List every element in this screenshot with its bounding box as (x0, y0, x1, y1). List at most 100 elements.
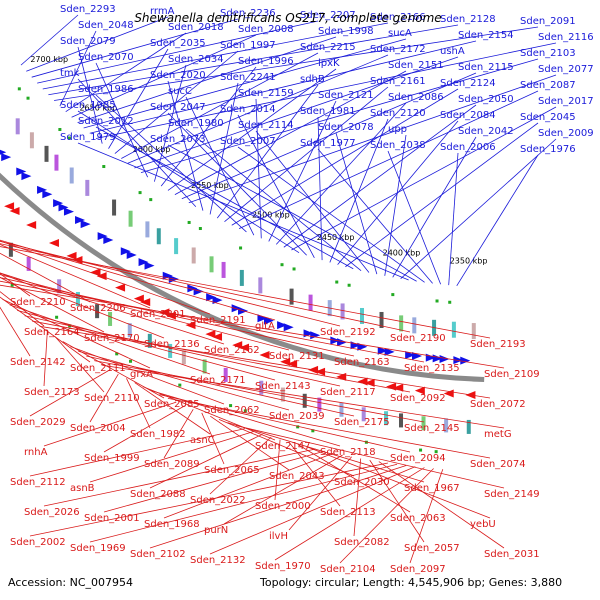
bottom-gene-label: Sden_2132 (190, 555, 246, 566)
bottom-label-line (89, 463, 398, 543)
gene-feature-box (8, 242, 13, 257)
gene-feature-box (191, 247, 196, 264)
top-label-line (387, 150, 442, 285)
bottom-gene-label: Sden_2102 (130, 549, 186, 560)
gene-feature-box (258, 277, 263, 294)
bottom-gene-label: Sden_2113 (320, 507, 376, 518)
gc-marker (138, 191, 142, 195)
bottom-label-line (0, 246, 491, 339)
gc-marker (280, 263, 284, 267)
bottom-gene-label: Sden_2206 (70, 303, 126, 314)
gene-feature-box (379, 311, 384, 328)
bottom-label-line (89, 373, 119, 423)
gc-marker (229, 404, 233, 408)
top-gene-label: Sden_1981 (300, 106, 356, 117)
gc-marker (67, 136, 71, 140)
top-gene-label: Sden_2154 (458, 30, 514, 41)
gene-feature-box (29, 132, 34, 149)
forward-gene-arrow (75, 216, 86, 225)
gene-feature-box (223, 367, 228, 382)
bottom-label-line (274, 439, 281, 501)
top-gene-label: Sden_2116 (538, 32, 594, 43)
kbp-tick-label: 2600 kbp (133, 145, 171, 154)
top-gene-label: Sden_2017 (538, 96, 594, 107)
top-gene-label: Sden_1979 (60, 132, 116, 143)
bottom-label-line (236, 425, 505, 489)
gene-feature-box (75, 291, 80, 306)
reverse-gene-arrow (315, 367, 326, 376)
top-gene-label: Sden_2073 (150, 134, 206, 145)
forward-gene-arrow (138, 258, 149, 267)
forward-gene-arrow (231, 304, 242, 313)
gene-feature-box (145, 221, 150, 238)
top-label-line (238, 90, 539, 230)
bottom-gene-label: Sden_1968 (144, 519, 200, 530)
gene-feature-box (221, 261, 226, 278)
gene-feature-box (259, 380, 264, 395)
bottom-gene-label: ilvH (269, 531, 288, 542)
gene-feature-box (399, 315, 404, 332)
top-gene-label: Sden_2236 (220, 8, 276, 19)
top-gene-label: Sden_2241 (220, 72, 276, 83)
forward-gene-arrow (37, 185, 48, 194)
reverse-gene-arrow (287, 359, 298, 368)
top-gene-label: rrmA (150, 6, 175, 17)
bottom-gene-label: Sden_1969 (70, 543, 126, 554)
top-label-line (448, 152, 459, 286)
reverse-gene-arrow (140, 298, 151, 307)
bottom-gene-label: Sden_2164 (24, 327, 80, 338)
gc-marker (102, 165, 106, 169)
top-gene-label: Sden_1997 (220, 40, 276, 51)
bottom-gene-label: Sden_2097 (390, 564, 446, 575)
reverse-gene-arrow (185, 321, 196, 330)
gc-marker (335, 280, 339, 284)
forward-gene-arrow (405, 351, 416, 360)
bottom-label-line (0, 274, 290, 351)
gc-marker (448, 300, 452, 304)
bottom-gene-label: Sden_2026 (24, 507, 80, 518)
top-gene-label: sucA (388, 28, 412, 39)
bottom-label-line (167, 398, 491, 459)
bottom-label-line (78, 350, 290, 411)
reverse-gene-arrow (239, 343, 250, 352)
top-label-line (37, 20, 319, 84)
bottom-label-line (126, 378, 151, 429)
top-gene-label: Sden_2086 (388, 92, 444, 103)
top-gene-label: Sden_2020 (150, 70, 206, 81)
bottom-label-line (0, 280, 425, 363)
forward-gene-arrow (187, 284, 198, 293)
reverse-gene-arrow (280, 357, 291, 366)
bottom-gene-label: Sden_2136 (144, 339, 200, 350)
top-label-line (275, 102, 407, 245)
kbp-tick-label: 2450 kbp (317, 233, 355, 242)
kbp-tick-label: 2650 kbp (79, 103, 117, 112)
gc-marker (292, 267, 296, 271)
bottom-gene-label: Sden_2072 (470, 399, 526, 410)
bottom-gene-label: Sden_2163 (334, 357, 390, 368)
bottom-gene-label: Sden_2142 (10, 357, 66, 368)
bottom-label-line (218, 419, 355, 477)
top-gene-label: Sden_2034 (168, 54, 224, 65)
bottom-gene-label: Sden_2074 (470, 459, 526, 470)
gc-marker (178, 383, 182, 387)
bottom-label-line (378, 461, 505, 549)
bottom-gene-label: Sden_2210 (10, 297, 66, 308)
bottom-gene-label: Sden_2082 (334, 537, 390, 548)
top-label-line (42, 22, 389, 90)
forward-gene-arrow (16, 167, 27, 176)
bottom-gene-label: yebU (470, 519, 496, 530)
gc-marker (435, 299, 439, 303)
bottom-gene-label: Sden_2022 (190, 495, 246, 506)
top-gene-label: Sden_2070 (78, 52, 134, 63)
top-gene-label: Sden_2042 (458, 126, 514, 137)
gene-feature-box (340, 303, 345, 320)
bottom-gene-label: Sden_2191 (190, 315, 246, 326)
gene-feature-box (26, 256, 31, 271)
bottom-label-line (0, 240, 211, 315)
forward-gene-arrow (53, 199, 64, 208)
bottom-label-line (9, 304, 211, 375)
forward-gene-arrow (460, 356, 471, 365)
gene-feature-box (181, 350, 186, 365)
bottom-gene-label: Sden_1999 (84, 453, 140, 464)
bottom-label-line (223, 454, 343, 525)
